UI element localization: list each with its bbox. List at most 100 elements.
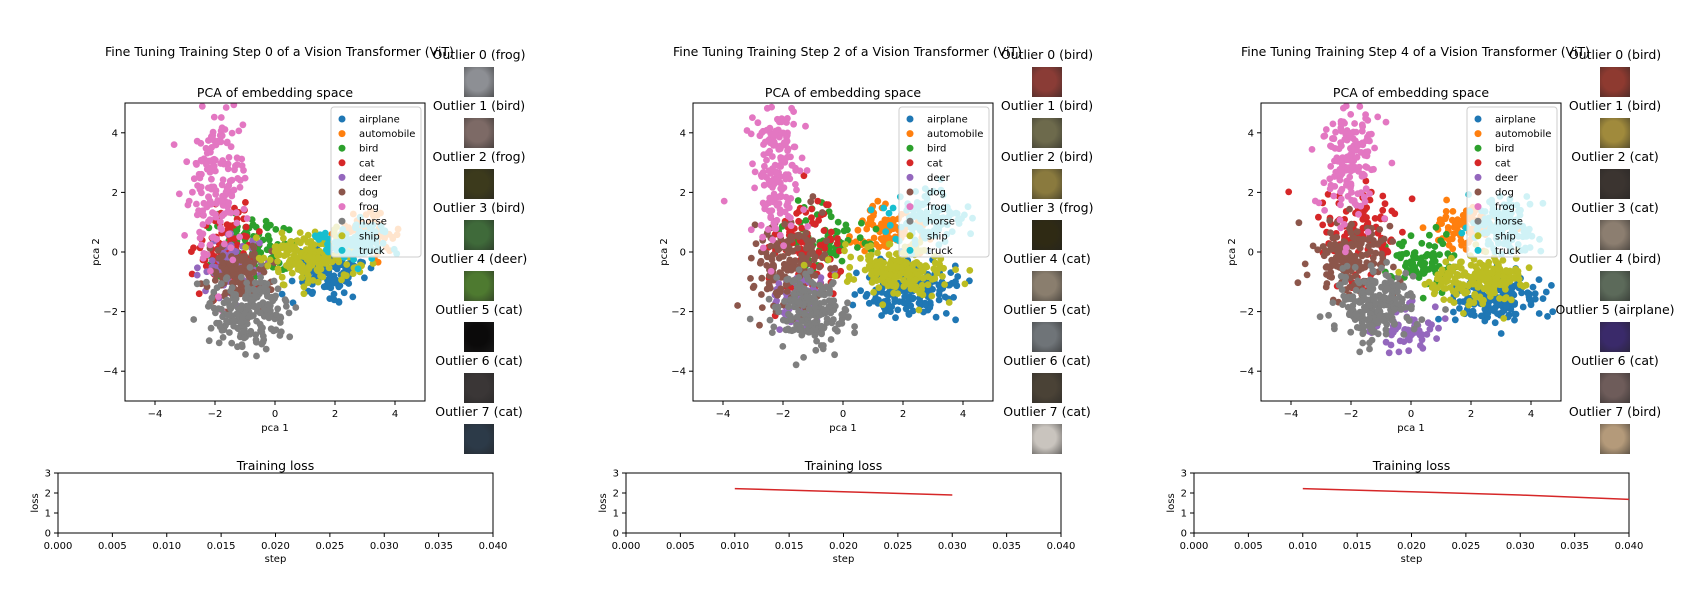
point-frog <box>771 161 779 169</box>
x-tick-label: 4 <box>392 409 398 420</box>
outlier-label-2: Outlier 2 (frog) <box>432 149 526 164</box>
point-horse <box>1410 325 1418 333</box>
point-airplane <box>915 299 923 307</box>
point-frog <box>777 193 785 201</box>
point-dog <box>214 247 222 254</box>
point-airplane <box>361 274 368 282</box>
point-frog <box>1351 120 1358 127</box>
point-airplane <box>941 293 949 301</box>
point-airplane <box>849 301 857 309</box>
loss-x-axis-label: step <box>1401 554 1423 565</box>
point-horse <box>1395 283 1402 291</box>
point-cat <box>1324 190 1332 198</box>
point-frog <box>228 129 236 137</box>
point-ship <box>1458 258 1465 266</box>
point-horse <box>1325 311 1332 319</box>
point-horse <box>806 328 814 336</box>
point-bird <box>1395 240 1403 248</box>
point-frog <box>204 184 212 192</box>
point-frog <box>754 119 762 127</box>
point-frog <box>1346 173 1354 181</box>
point-frog <box>235 127 243 135</box>
panel-title: Fine Tuning Training Step 2 of a Vision … <box>673 44 1022 59</box>
series-horse <box>190 260 300 360</box>
point-horse <box>820 298 828 306</box>
y-axis-label: pca 2 <box>1227 238 1238 266</box>
point-ship <box>304 272 312 279</box>
point-horse <box>1367 262 1375 270</box>
point-deer <box>193 271 201 279</box>
point-frog <box>774 115 781 123</box>
point-horse <box>1405 317 1413 324</box>
point-automobile <box>1448 216 1456 224</box>
point-frog <box>1364 148 1372 156</box>
point-ship <box>1494 260 1502 267</box>
point-bird <box>262 223 270 230</box>
point-truck <box>882 228 890 236</box>
point-ship <box>1496 295 1503 302</box>
outlier-label-1: Outlier 1 (bird) <box>1568 98 1662 113</box>
point-dog <box>1331 240 1339 248</box>
point-horse <box>1387 278 1395 285</box>
point-ship <box>924 281 932 289</box>
point-horse <box>1351 297 1359 305</box>
point-cat <box>1371 215 1379 222</box>
point-horse <box>1442 306 1449 313</box>
point-frog <box>1340 221 1348 228</box>
point-frog <box>1337 57 1344 64</box>
point-horse <box>224 311 232 319</box>
outlier-label-2: Outlier 2 (cat) <box>1571 149 1659 164</box>
point-dog <box>237 281 245 288</box>
point-ship <box>325 258 332 265</box>
point-frog <box>793 186 800 194</box>
point-airplane <box>1548 282 1555 289</box>
point-automobile <box>852 238 860 246</box>
point-horse <box>844 299 851 307</box>
y-tick-label: −2 <box>103 307 118 318</box>
loss-x-tick-label: 0.020 <box>261 541 290 552</box>
point-deer <box>775 280 783 287</box>
point-automobile <box>1449 245 1457 253</box>
point-frog <box>238 162 246 170</box>
point-bird <box>1424 251 1431 259</box>
point-airplane <box>950 294 957 301</box>
point-airplane <box>929 286 936 293</box>
point-frog <box>1388 159 1396 167</box>
point-cat <box>1363 204 1370 212</box>
legend-marker-frog <box>906 203 914 211</box>
point-airplane <box>1535 276 1543 283</box>
outlier-label-4: Outlier 4 (deer) <box>430 251 528 266</box>
loss-line <box>734 487 953 496</box>
point-frog <box>200 211 207 219</box>
point-deer <box>776 326 784 333</box>
point-horse <box>250 312 257 319</box>
point-ship <box>966 267 974 274</box>
point-dog <box>758 304 766 311</box>
legend-marker-truck <box>1474 246 1482 254</box>
point-airplane <box>330 296 338 304</box>
point-frog <box>198 157 206 165</box>
point-frog <box>222 191 229 199</box>
point-horse <box>236 305 244 313</box>
point-horse <box>270 326 278 334</box>
point-ship <box>314 278 322 286</box>
point-ship <box>280 234 287 242</box>
point-horse <box>1382 271 1390 279</box>
legend-label-bird: bird <box>359 144 378 155</box>
point-dog <box>1326 217 1334 224</box>
point-frog <box>206 168 214 176</box>
point-ship <box>857 254 864 262</box>
point-horse <box>828 280 836 288</box>
point-frog <box>772 127 780 135</box>
point-horse <box>790 326 798 334</box>
point-dog <box>802 229 810 237</box>
point-airplane <box>336 282 344 289</box>
point-horse <box>795 326 803 334</box>
outlier-thumbnail-2 <box>464 169 494 199</box>
point-horse <box>215 339 223 347</box>
point-frog <box>759 199 767 207</box>
point-horse <box>264 292 271 300</box>
point-horse <box>1409 293 1416 300</box>
point-dog <box>785 237 792 245</box>
point-ship <box>952 266 959 273</box>
